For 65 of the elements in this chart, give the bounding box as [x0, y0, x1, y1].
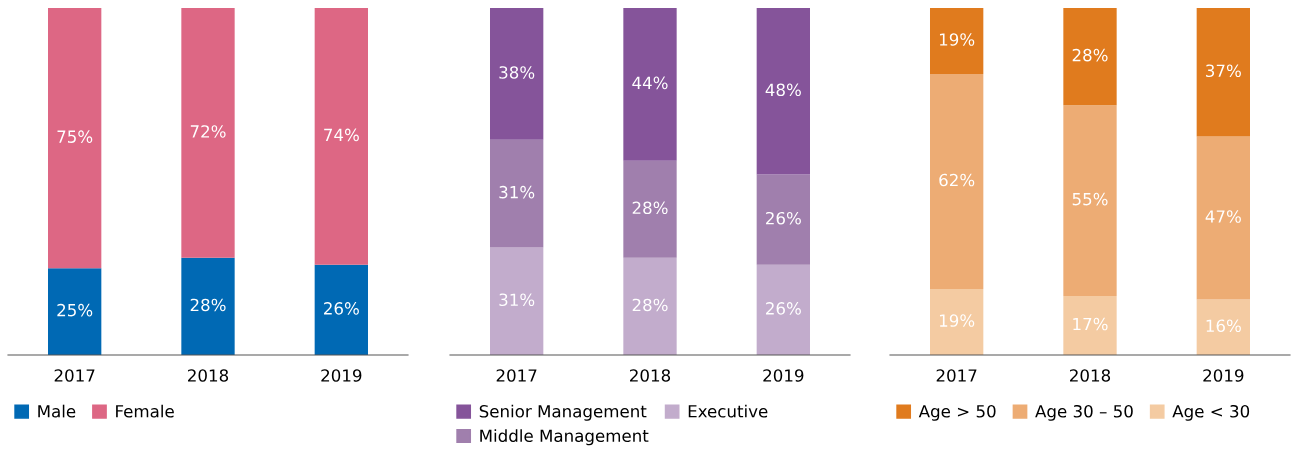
bar: [756, 8, 810, 175]
legend-label: Senior Management: [479, 404, 647, 421]
bar: [623, 160, 677, 258]
data-label: 74%: [324, 128, 359, 142]
legend-label: Age < 30: [1172, 404, 1250, 421]
data-label: 48%: [765, 83, 801, 97]
x-tick-label: 2018: [188, 369, 229, 382]
data-label: 17%: [1073, 317, 1108, 331]
x-tick-label: 2019: [321, 369, 362, 382]
bar: [314, 8, 368, 265]
bar: [314, 264, 368, 355]
data-label: 19%: [939, 314, 975, 327]
x-tick-label: 2018: [1070, 369, 1111, 382]
data-label: 62%: [939, 173, 975, 187]
bar: [1196, 8, 1250, 137]
x-tick-label: 2019: [1203, 369, 1244, 382]
data-label: 28%: [1072, 48, 1108, 62]
bar: [181, 257, 235, 355]
x-tick-label: 2017: [936, 369, 977, 382]
data-label: 31%: [499, 293, 535, 307]
bar: [930, 8, 984, 74]
data-label: 72%: [190, 125, 226, 138]
data-label: 19%: [939, 33, 975, 46]
bar: [181, 8, 235, 258]
x-tick-label: 2017: [54, 369, 95, 382]
legend-label: Female: [116, 404, 174, 418]
bar: [1196, 136, 1250, 300]
data-label: 38%: [499, 66, 535, 79]
legend-label: Male: [38, 404, 76, 418]
data-label: 47%: [1205, 210, 1241, 223]
data-label: 26%: [766, 211, 801, 225]
bar: [1063, 8, 1117, 106]
bar: [756, 174, 810, 265]
bar: [490, 247, 544, 355]
bar: [490, 139, 544, 248]
bar: [48, 8, 102, 269]
data-label: 31%: [499, 185, 535, 199]
bar: [1063, 296, 1117, 355]
legend-label: Middle Management: [480, 429, 649, 446]
data-label: 28%: [632, 201, 668, 215]
data-label: 26%: [766, 302, 801, 315]
x-tick-label: 2019: [763, 369, 804, 382]
data-label: 26%: [324, 302, 359, 315]
data-label: 28%: [190, 298, 226, 312]
data-label: 55%: [1072, 192, 1108, 206]
bar: [1196, 299, 1250, 355]
legend-label: Age 30 – 50: [1035, 404, 1133, 421]
x-tick-label: 2018: [630, 369, 671, 382]
data-label: 25%: [57, 303, 93, 317]
bar: [930, 73, 984, 290]
data-label: 28%: [632, 298, 668, 312]
data-label: 75%: [57, 130, 93, 143]
data-label: 16%: [1206, 319, 1241, 333]
data-label: 44%: [632, 76, 668, 90]
bar: [623, 8, 677, 161]
bar: [1063, 105, 1117, 297]
x-tick-label: 2017: [496, 369, 537, 382]
bar: [623, 257, 677, 355]
legend-label: Age > 50: [918, 404, 996, 421]
bar: [756, 264, 810, 355]
data-label: 37%: [1206, 64, 1241, 78]
bar: [48, 268, 102, 355]
bar: [930, 289, 984, 355]
bar: [490, 8, 544, 140]
legend-label: Executive: [688, 404, 768, 418]
